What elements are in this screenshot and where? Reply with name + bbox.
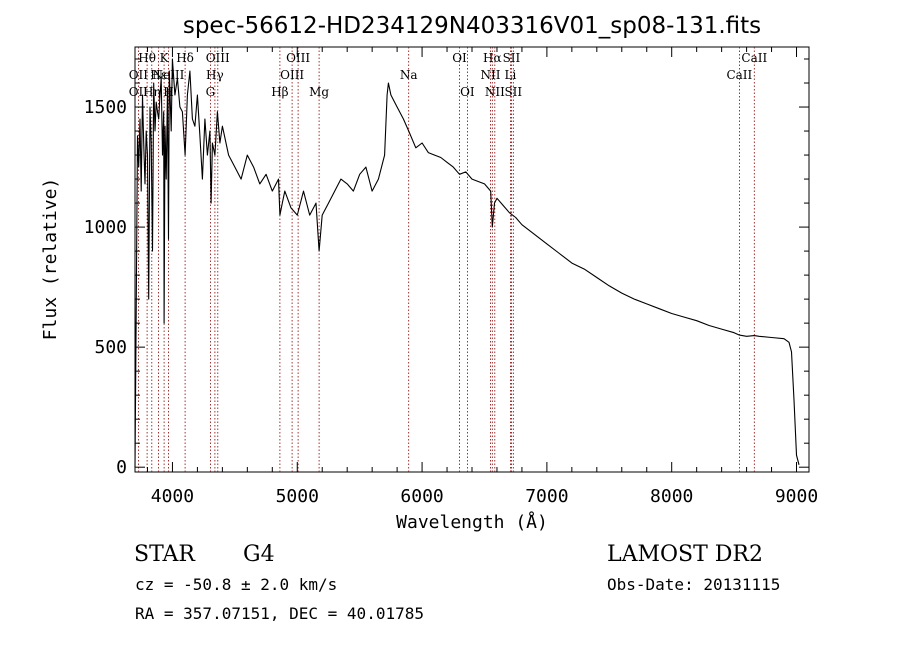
spectrum-line <box>134 58 800 468</box>
y-tick-label: 1000 <box>84 217 127 238</box>
spectral-line-label: Hθ <box>138 51 156 65</box>
survey-name: LAMOST DR2 <box>607 542 763 567</box>
object-subclass: G4 <box>243 542 275 567</box>
y-tick-label: 500 <box>94 337 127 358</box>
spectral-line-label: Hβ <box>271 85 288 99</box>
spectral-line-label: NII <box>485 85 505 99</box>
spectral-line-label: CaII <box>726 68 752 82</box>
y-axis-label: Flux (relative) <box>40 178 61 341</box>
spectral-line-label: SII <box>504 85 522 99</box>
spectral-line-label: NII <box>480 68 500 82</box>
x-tick-label: 4000 <box>151 486 194 507</box>
spectral-line-label: Na <box>400 68 418 82</box>
y-tick-label: 1500 <box>84 97 127 118</box>
x-tick-label: 7000 <box>525 486 568 507</box>
spectral-line-label: K <box>160 51 170 65</box>
spectral-line-label: Mg <box>309 85 329 99</box>
series-layer <box>134 58 800 468</box>
x-tick-label: 8000 <box>650 486 693 507</box>
spectral-line-label: OII <box>129 85 149 99</box>
x-tick-label: 6000 <box>400 486 443 507</box>
obs-date-text: Obs-Date: 20131115 <box>607 575 780 594</box>
spectral-line-label: Li <box>505 68 517 82</box>
redshift-text: cz = -50.8 ± 2.0 km/s <box>135 575 337 594</box>
spectral-line-label: CaII <box>741 51 767 65</box>
object-class: STAR <box>134 542 196 567</box>
spectral-line-label: OI <box>452 51 467 65</box>
y-tick-layer: 0 500 1000 1500 <box>84 58 809 478</box>
spectral-line-label: SII <box>503 51 521 65</box>
spectral-line-label: OII <box>129 68 149 82</box>
spectral-line-label: OIII <box>286 51 310 65</box>
spectral-line-label: NeIII <box>153 68 185 82</box>
y-tick-label: 0 <box>116 457 127 478</box>
spectral-line-label: OIII <box>280 68 304 82</box>
spectral-line-label: G <box>206 85 216 99</box>
spectral-line-label: Hγ <box>206 68 224 82</box>
spectral-line-label: Hη <box>143 85 161 99</box>
spectral-line-label: Hε <box>150 68 167 82</box>
x-tick-label: 9000 <box>775 486 818 507</box>
spectral-line-label: Hδ <box>176 51 194 65</box>
spectral-line-label: OI <box>460 85 475 99</box>
chart-title: spec-56612-HD234129N403316V01_sp08-131.f… <box>183 13 761 39</box>
x-tick-label: 5000 <box>276 486 319 507</box>
spectral-line-label: H <box>163 85 173 99</box>
plot-frame <box>134 46 810 473</box>
x-tick-layer: 4000 5000 6000 7000 8000 9000 <box>146 47 818 507</box>
coordinates-text: RA = 357.07151, DEC = 40.01785 <box>135 604 424 623</box>
spectral-line-label: OIII <box>206 51 230 65</box>
x-axis-label: Wavelength (Å) <box>396 511 548 533</box>
line-marker-layer <box>137 47 755 472</box>
spectral-line-label: Hα <box>483 51 502 65</box>
